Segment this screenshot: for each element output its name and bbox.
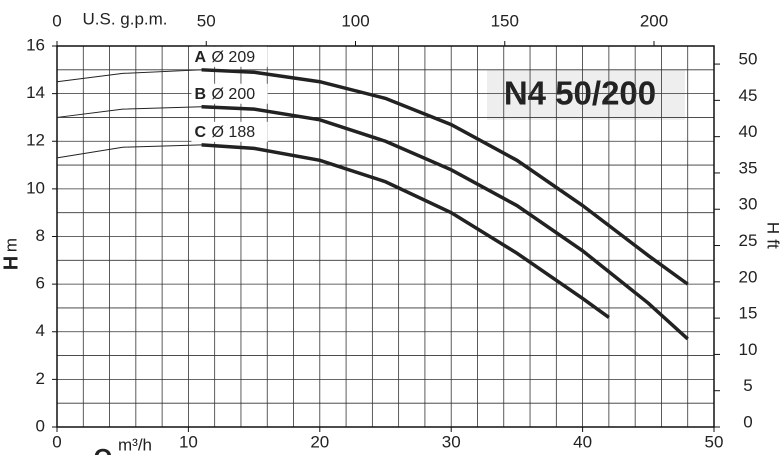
x2-tick-label: 0 <box>52 11 61 30</box>
y2-tick-label: 10 <box>739 340 758 359</box>
y2-tick-label: 35 <box>739 158 758 177</box>
x-tick-label: 30 <box>442 432 461 451</box>
curve-diameter: Ø 209 <box>212 49 256 66</box>
y2-tick-label: 5 <box>743 376 752 395</box>
curve-extension <box>56 106 202 118</box>
curve-diameter: Ø 188 <box>212 124 256 141</box>
y2-axis-label-group: H ft <box>764 222 783 249</box>
y-tick-label: 0 <box>36 416 45 435</box>
curve-name: C <box>195 124 207 141</box>
y2-tick-label: 15 <box>739 304 758 323</box>
curve-extension <box>56 69 202 83</box>
x-tick-label: 10 <box>179 432 198 451</box>
y-tick-label: 16 <box>26 35 45 54</box>
curve-diameter: Ø 200 <box>212 86 256 103</box>
y2-tick-label: 0 <box>743 412 752 431</box>
y-tick-label: 4 <box>36 321 45 340</box>
curve-extension <box>56 144 202 159</box>
x-tick-label: 50 <box>705 432 724 451</box>
x2-tick-label: 50 <box>197 11 216 30</box>
curve-name: A <box>195 49 207 66</box>
chart-title: N4 50/200 <box>504 75 656 112</box>
x2-axis-label: U.S. g.p.m. <box>82 9 167 28</box>
y-tick-label: 2 <box>36 369 45 388</box>
y-tick-label: 14 <box>26 83 45 102</box>
y-tick-label: 6 <box>36 274 45 293</box>
x2-tick-label: 150 <box>491 11 519 30</box>
x-axis-label: Q <box>94 444 113 455</box>
curve-label-bg <box>191 83 268 104</box>
curve-label-bg <box>191 46 268 67</box>
curve-label-bg <box>191 121 268 142</box>
y-tick-label: 12 <box>26 131 45 150</box>
y-axis-label: H <box>0 256 22 270</box>
curve <box>201 68 689 286</box>
x-tick-label: 40 <box>573 432 592 451</box>
y-axis-label-group: H m <box>0 238 22 270</box>
y2-tick-label: 25 <box>739 231 758 250</box>
y2-tick-label: 30 <box>739 195 758 214</box>
y2-tick-label: 20 <box>739 267 758 286</box>
x2-tick-label: 200 <box>640 11 668 30</box>
curve-name: B <box>195 86 207 103</box>
x-tick-label: 0 <box>52 432 61 451</box>
y2-tick-label: 50 <box>739 50 758 69</box>
y-axis-unit: m <box>1 238 20 252</box>
y2-tick-label: 40 <box>739 122 758 141</box>
x2-tick-label: 100 <box>341 11 369 30</box>
y-tick-label: 8 <box>36 226 45 245</box>
curve <box>201 104 689 341</box>
x-tick-label: 20 <box>310 432 329 451</box>
title-box <box>487 70 685 120</box>
x-axis-unit: m³/h <box>118 435 152 454</box>
curve <box>201 143 610 319</box>
y2-axis-unit: ft <box>764 239 783 249</box>
y2-axis-label: H <box>764 222 783 234</box>
y2-tick-label: 45 <box>739 86 758 105</box>
y-tick-label: 10 <box>26 178 45 197</box>
